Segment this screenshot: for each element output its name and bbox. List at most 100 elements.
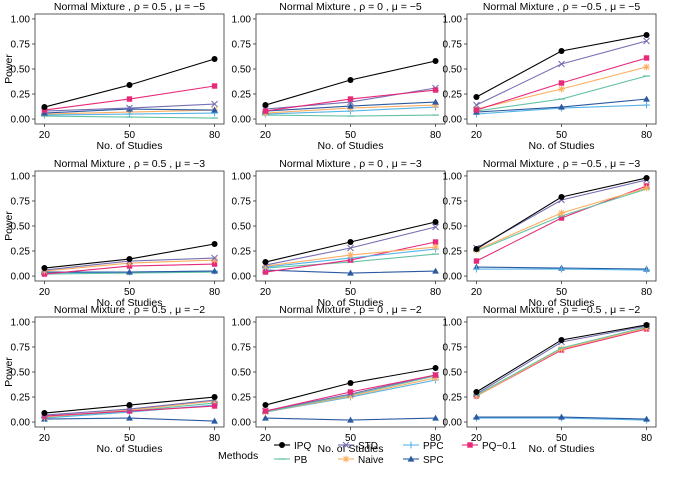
data-point	[473, 265, 480, 273]
data-point	[643, 415, 650, 422]
series-ipq	[473, 174, 650, 253]
x-tick-label: 50	[556, 433, 568, 444]
series-pb	[472, 326, 651, 396]
x-tick-label: 50	[345, 130, 357, 141]
x-tick-label: 20	[260, 130, 272, 141]
y-tick-label: 0.00	[443, 272, 463, 283]
data-point	[126, 268, 133, 275]
panel-6: Normal Mixture , ρ = −0.5 , μ = −3 0.00 0.…	[443, 158, 657, 309]
y-tick-label: 0.25	[443, 393, 463, 404]
data-point	[473, 101, 480, 109]
data-point	[347, 244, 354, 252]
data-point	[643, 31, 650, 38]
series-ipq	[262, 57, 439, 109]
legend-label: Naive	[358, 455, 384, 466]
data-point	[347, 96, 354, 102]
x-tick-label: 80	[209, 130, 221, 141]
panel-border	[466, 170, 657, 282]
series-spc	[473, 95, 650, 115]
data-point	[473, 246, 480, 253]
y-tick-label: 1.00	[232, 171, 252, 182]
legend-title: Methods	[218, 450, 258, 462]
data-point	[473, 94, 480, 101]
data-point	[347, 269, 354, 276]
legend-marker	[342, 455, 350, 463]
data-point	[211, 55, 218, 62]
data-point	[558, 345, 565, 353]
x-tick-label: 80	[641, 433, 653, 444]
y-tick-label: 0.50	[232, 65, 252, 76]
data-point	[126, 402, 133, 409]
legend-entry-spc: SPC	[403, 455, 444, 466]
data-point	[347, 251, 354, 259]
x-tick-label: 50	[124, 287, 136, 298]
legend-entry-naive: Naive	[338, 455, 384, 466]
data-point	[473, 258, 480, 264]
data-point	[432, 101, 439, 109]
y-axis-label: Power	[3, 357, 15, 387]
y-tick-label: 0.50	[11, 222, 31, 233]
y-axis-label: Power	[3, 54, 15, 84]
legend: Methods IPQ PB STD Naive PPC SPC PQ−0.1	[218, 441, 517, 466]
x-axis-label: No. of Studies	[97, 443, 163, 455]
x-tick-label: 20	[260, 433, 272, 444]
y-tick-label: 1.00	[11, 14, 31, 25]
y-tick-label: 1.00	[443, 14, 463, 25]
data-point	[347, 416, 354, 423]
series-spc	[473, 413, 650, 422]
panel-7: Normal Mixture , ρ = 0.5 , μ = −2 0.00 0.2…	[3, 304, 225, 455]
data-point	[347, 239, 354, 246]
series-ipq	[41, 241, 218, 272]
x-tick-label: 50	[345, 433, 357, 444]
panel-title: Normal Mixture , ρ = −0.5 , μ = −5	[483, 1, 640, 13]
y-tick-label: 1.00	[11, 317, 31, 328]
y-tick-label: 0.75	[443, 196, 463, 207]
series-pq	[41, 403, 218, 419]
panel-title: Normal Mixture , ρ = 0.5 , μ = −3	[54, 158, 205, 170]
legend-marker	[279, 442, 285, 448]
y-tick-label: 0.00	[11, 418, 31, 429]
series-ipq	[473, 31, 650, 101]
data-point	[211, 83, 218, 89]
y-tick-label: 0.25	[443, 90, 463, 101]
y-tick-label: 0.50	[443, 368, 463, 379]
data-point	[126, 96, 133, 102]
panel-title: Normal Mixture , ρ = −0.5 , μ = −2	[483, 304, 640, 316]
data-point	[558, 60, 565, 68]
data-point	[262, 108, 269, 114]
data-point	[126, 256, 133, 263]
panel-3: Normal Mixture , ρ = −0.5 , μ = −5 0.00 0.…	[443, 1, 657, 152]
data-point	[262, 408, 269, 414]
panel-9: Normal Mixture , ρ = −0.5 , μ = −2 0.00 0.…	[443, 304, 657, 455]
data-point	[643, 55, 650, 61]
data-point	[262, 262, 269, 270]
legend-label: SPC	[423, 455, 444, 466]
y-tick-label: 0.75	[11, 196, 31, 207]
data-point	[211, 417, 218, 424]
data-point	[558, 47, 565, 54]
x-tick-label: 50	[556, 287, 568, 298]
data-point	[211, 254, 218, 262]
data-point	[558, 336, 565, 343]
y-tick-label: 0.00	[232, 272, 252, 283]
series-ipq	[473, 321, 650, 396]
x-axis-label: No. of Studies	[529, 443, 595, 455]
y-tick-label: 0.00	[443, 115, 463, 126]
panel-title: Normal Mixture , ρ = 0.5 , μ = −2	[54, 304, 205, 316]
y-tick-label: 1.00	[232, 317, 252, 328]
panel-8: Normal Mixture , ρ = 0 , μ = −2 0.00 0.25 0…	[232, 304, 446, 455]
panel-title: Normal Mixture , ρ = 0 , μ = −3	[279, 158, 422, 170]
series-naive	[473, 324, 650, 400]
x-tick-label: 50	[345, 287, 357, 298]
data-point	[432, 218, 439, 225]
x-tick-label: 20	[39, 130, 51, 141]
panel-title: Normal Mixture , ρ = 0 , μ = −2	[279, 304, 422, 316]
data-point	[643, 174, 650, 181]
legend-entry-std: STD	[338, 441, 378, 452]
x-tick-label: 80	[209, 433, 221, 444]
x-tick-label: 50	[556, 130, 568, 141]
y-tick-label: 0.75	[443, 342, 463, 353]
panel-title: Normal Mixture , ρ = −0.5 , μ = −3	[483, 158, 640, 170]
data-point	[41, 410, 48, 417]
